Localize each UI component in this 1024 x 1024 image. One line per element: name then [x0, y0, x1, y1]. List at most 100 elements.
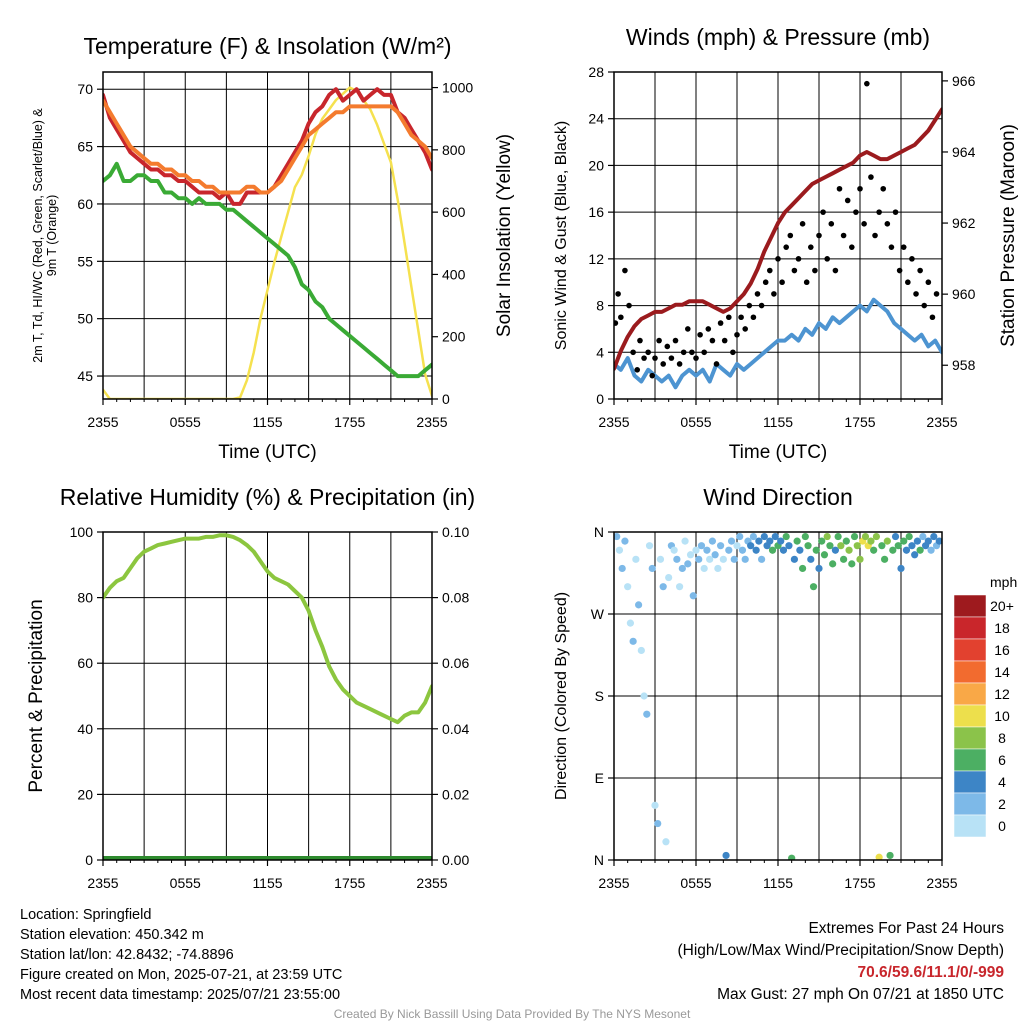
gust-point [771, 291, 777, 297]
direction-point [662, 838, 670, 846]
direction-point [831, 546, 840, 554]
colorbar-label: 16 [994, 642, 1010, 658]
y2-tick-label: 966 [952, 73, 976, 89]
direction-point [626, 619, 635, 627]
gust-point [791, 267, 798, 274]
y-tick-label: N [594, 524, 604, 540]
direction-point [758, 555, 766, 563]
direction-point [900, 537, 908, 545]
direction-point [640, 692, 648, 700]
direction-point [684, 560, 692, 568]
direction-point [894, 542, 902, 550]
direction-point [676, 583, 684, 591]
direction-point [779, 546, 788, 554]
direction-point [697, 542, 706, 550]
colorbar-swatch [953, 616, 987, 640]
y-tick-label: 12 [588, 251, 604, 267]
plot-frame [613, 71, 943, 400]
gust-point [913, 291, 919, 297]
colorbar-label: 4 [998, 774, 1006, 790]
direction-point [878, 542, 886, 550]
direction-point [796, 546, 804, 554]
y2-tick-label: 962 [952, 215, 976, 231]
gust-point [836, 185, 843, 192]
gust-point [701, 349, 707, 356]
direction-point [815, 564, 823, 573]
direction-point [651, 801, 659, 809]
direction-point [850, 532, 859, 541]
direction-point [840, 555, 848, 563]
direction-point [692, 546, 700, 554]
x-tick-label: 2355 [598, 414, 629, 430]
gust-point [626, 302, 632, 309]
recent-data-text: Most recent data timestamp: 2025/07/21 2… [20, 987, 341, 1003]
y-tick-label: 4 [596, 344, 604, 360]
direction-point [645, 542, 654, 550]
gust-point [746, 302, 753, 309]
direction-point [886, 851, 894, 860]
y2-axis-label: Solar Insolation (Yellow) [494, 134, 515, 337]
gust-point [840, 232, 847, 239]
colorbar-swatch [953, 682, 987, 706]
direction-point [818, 537, 826, 545]
gust-point [832, 267, 839, 274]
direction-point [861, 532, 870, 541]
latlon-text: Station lat/lon: 42.8432; -74.8896 [20, 947, 234, 963]
x-axis-label: Time (UTC) [218, 442, 317, 463]
gust-point [824, 256, 830, 262]
direction-point [632, 555, 640, 563]
gust-point [685, 326, 691, 332]
extremes-title: Extremes For Past 24 Hours [808, 920, 1004, 937]
gust-point [783, 244, 789, 250]
x-tick-label: 1155 [763, 875, 793, 891]
chart-title: Relative Humidity (%) & Precipitation (i… [60, 484, 475, 510]
direction-point [935, 537, 942, 545]
station-info: Location: Springfield Station elevation:… [20, 905, 342, 1005]
direction-point [911, 551, 919, 559]
direction-point [829, 560, 837, 568]
gust-point [925, 279, 932, 286]
x-tick-label: 1755 [844, 875, 875, 891]
y-tick-label: W [591, 606, 605, 622]
direction-point [823, 532, 831, 541]
x-tick-label: 2355 [926, 414, 957, 430]
colorbar-swatch [953, 594, 987, 618]
y-tick-label: 20 [588, 157, 604, 173]
direction-point [867, 537, 875, 545]
direction-point [881, 555, 889, 563]
direction-point [725, 546, 733, 554]
direction-point [678, 564, 686, 573]
y2-tick-label: 200 [442, 329, 466, 345]
y-tick-label: 100 [70, 524, 94, 540]
x-tick-label: 1155 [252, 875, 282, 891]
direction-point [905, 532, 913, 541]
direction-point [908, 542, 916, 550]
direction-point [654, 819, 662, 828]
data-layer [103, 86, 432, 399]
direction-point [727, 537, 736, 545]
series-line-td [103, 161, 432, 379]
gust-point [713, 361, 720, 367]
gust-point [649, 372, 656, 379]
chart-title: Wind Direction [703, 484, 853, 510]
y-tick-label: 70 [77, 81, 93, 97]
direction-point [870, 546, 878, 554]
y-tick-label: 20 [77, 786, 93, 802]
direction-point [875, 853, 883, 860]
direction-point [812, 546, 820, 554]
x-tick-label: 2355 [87, 875, 118, 891]
gust-point [892, 209, 899, 215]
direction-point [711, 551, 719, 559]
chart-panel-3: 0 20 40 60 80 100 0.00 0.02 0.04 0.06 0.08 0.10 2355… [26, 484, 475, 891]
gust-point [929, 314, 936, 321]
y-axis-label: 2m T, Td, HI/WC (Red, Green, Scarlet/Blu… [31, 108, 45, 363]
y-axis-label: Percent & Precipitation [26, 599, 47, 792]
y2-tick-label: 800 [442, 142, 466, 158]
gust-point [672, 337, 679, 344]
y2-tick-label: 0.00 [442, 852, 469, 868]
gust-point [697, 331, 703, 338]
gust-point [742, 326, 748, 332]
direction-point [793, 537, 801, 545]
colorbar-swatch [953, 748, 987, 772]
direction-point [834, 532, 842, 541]
